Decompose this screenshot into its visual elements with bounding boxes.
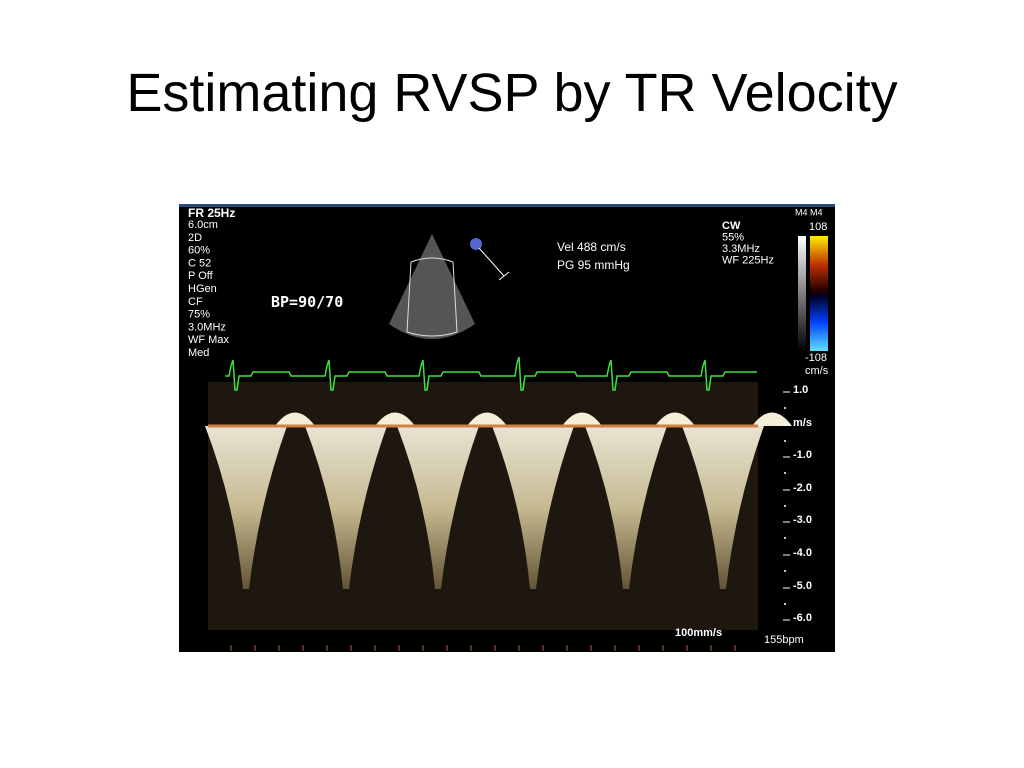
setting: 60% [188,245,210,257]
forward-flow [752,412,792,426]
setting: WF 225Hz [722,255,774,267]
systolic-jet [682,426,764,589]
systolic-jet [585,426,667,589]
setting: 55% [722,232,744,244]
setting: CW [722,220,741,232]
color-bar [810,236,828,351]
cursor-icon [478,247,510,281]
scale-label: -1.0 [793,449,812,461]
setting: P Off [188,270,214,282]
forward-flow [467,412,507,426]
setting: C 52 [188,257,211,269]
setting: FR 25Hz [188,206,235,220]
colorbar-unit: cm/s [805,365,829,377]
setting: 6.0cm [188,219,218,231]
top-border [179,204,835,207]
setting: 3.3MHz [722,243,760,255]
setting: 3.0MHz [188,321,226,333]
pressure-gradient: PG 95 mmHg [557,258,630,272]
systolic-jet [305,426,387,589]
forward-flow [562,412,602,426]
probe-icon [470,238,482,250]
sweep-speed: 100mm/s [675,627,722,639]
scale-dot [784,570,786,572]
scale-label: -3.0 [793,514,812,526]
systolic-jet [205,426,287,589]
setting: 2D [188,232,202,244]
gray-bar [798,236,806,351]
scale-dot [784,505,786,507]
setting: Med [188,347,209,359]
colorbar-top: 108 [809,221,827,233]
bp-label: BP=90/70 [271,293,343,311]
ecg-trace [225,356,757,391]
scale-ticks: 1.0 m/s -1.0 -2.0 -3.0 -4.0 -5.0 -6.0 [230,384,812,651]
slide-title: Estimating RVSP by TR Velocity [126,63,898,123]
forward-flow [655,412,695,426]
scale-dot [784,472,786,474]
scale-dot [784,603,786,605]
scale-label: -5.0 [793,580,812,592]
scale-label: -2.0 [793,482,812,494]
scale-label: -4.0 [793,547,812,559]
spectral-envelope [205,412,792,589]
color-box [406,257,458,337]
sector-image [389,234,475,339]
doppler-image: 1.0 m/s -1.0 -2.0 -3.0 -4.0 -5.0 -6.0 FR 25Hz6.… [179,204,835,652]
systolic-jet [492,426,574,589]
setting: CF [188,296,203,308]
forward-flow [275,412,315,426]
forward-flow [375,412,415,426]
scale-label: -6.0 [793,612,812,624]
scale-dot [784,407,786,409]
colorbar-bottom: -108 [805,352,827,364]
setting: 75% [188,309,210,321]
setting: HGen [188,283,217,295]
scale-dot [784,440,786,442]
colorbar-label: M4 M4 [795,207,823,217]
scale-label: m/s [793,417,812,429]
scale-dot [784,537,786,539]
systolic-jet [397,426,479,589]
scale-label: 1.0 [793,384,808,396]
setting: WF Max [188,334,229,346]
velocity: Vel 488 cm/s [557,240,626,254]
heart-rate: 155bpm [764,634,804,646]
